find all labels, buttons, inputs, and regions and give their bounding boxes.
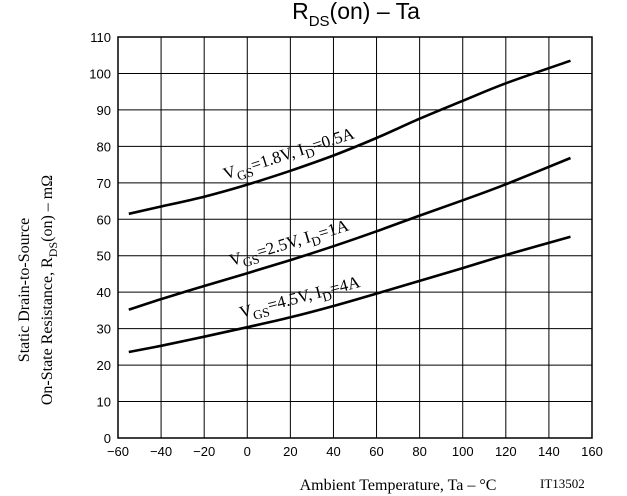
- y-tick-label: 20: [97, 358, 111, 373]
- chart-title: RDS(on) – Ta: [292, 0, 420, 30]
- y-axis-label-2: On-State Resistance, RDS(on) – mΩ: [39, 175, 60, 405]
- title-prefix: R: [292, 0, 309, 24]
- series-label-text: VGS=4.5V, ID=4A: [237, 272, 363, 326]
- y-tick-label: 90: [97, 103, 111, 118]
- x-tick-label: −60: [107, 444, 129, 459]
- y-axis-label: Static Drain-to-Source: [16, 218, 33, 362]
- series-line: [128, 235, 571, 354]
- series-label: VGS=4.5V, ID=4A: [237, 272, 363, 326]
- y-tick-label: 10: [97, 395, 111, 410]
- y-tick-labels: 0 10 20 30 40 50 60 70 80 90 100 110: [89, 30, 111, 446]
- series-line: [128, 156, 571, 311]
- y-axis-label-line1: Static Drain-to-Source: [16, 218, 33, 362]
- x-tick-label: 80: [412, 444, 426, 459]
- y-tick-label: 80: [97, 139, 111, 154]
- series-label: VGS=1.8V, ID=0.5A: [221, 123, 359, 187]
- y-tick-label: 110: [90, 30, 111, 45]
- series-label-part: GS: [235, 164, 255, 183]
- y-axis-label-line2-suffix: (on) – mΩ: [39, 175, 56, 242]
- series-lines: [128, 59, 571, 354]
- y-tick-label: 40: [97, 285, 111, 300]
- x-axis-label: Ambient Temperature, Ta – °C: [300, 477, 497, 494]
- x-tick-label: 60: [369, 444, 383, 459]
- y-tick-label: 0: [104, 431, 111, 446]
- y-axis-label-line2-prefix: On-State Resistance, R: [39, 257, 56, 405]
- x-tick-label: 120: [495, 444, 517, 459]
- x-tick-label: 160: [581, 444, 603, 459]
- series-label-part: D: [303, 144, 317, 161]
- x-tick-label: −20: [193, 444, 215, 459]
- series-label-text: VGS=1.8V, ID=0.5A: [221, 123, 359, 187]
- series-label-part: D: [310, 232, 323, 249]
- x-tick-label: −40: [150, 444, 172, 459]
- y-tick-label: 100: [89, 66, 111, 81]
- series-label-part: GS: [241, 251, 261, 270]
- series-line: [128, 59, 571, 216]
- x-tick-label: 20: [283, 444, 297, 459]
- series-label-part: V: [237, 300, 254, 322]
- axes: [117, 36, 593, 439]
- series-label-part: GS: [251, 304, 271, 323]
- x-tick-label: 140: [538, 444, 560, 459]
- y-tick-label: 50: [97, 249, 111, 264]
- x-tick-label: 100: [452, 444, 474, 459]
- y-tick-label: 30: [97, 322, 111, 337]
- y-axis-label-line2: On-State Resistance, RDS(on) – mΩ: [39, 175, 60, 405]
- series-label-part: D: [321, 288, 334, 305]
- title-subscript: DS: [309, 13, 330, 30]
- x-tick-label: 0: [244, 444, 251, 459]
- figure-code: IT13502: [540, 476, 585, 491]
- title-suffix: (on) – Ta: [330, 0, 421, 24]
- x-tick-labels: −60 −40 −20 0 20 40 60 80 100 120 140 160: [107, 444, 603, 459]
- plot-frame: [117, 36, 593, 439]
- y-tick-label: 70: [97, 176, 111, 191]
- x-tick-label: 40: [326, 444, 340, 459]
- y-axis-label-line2-sub: DS: [46, 242, 60, 257]
- y-tick-label: 60: [97, 212, 111, 227]
